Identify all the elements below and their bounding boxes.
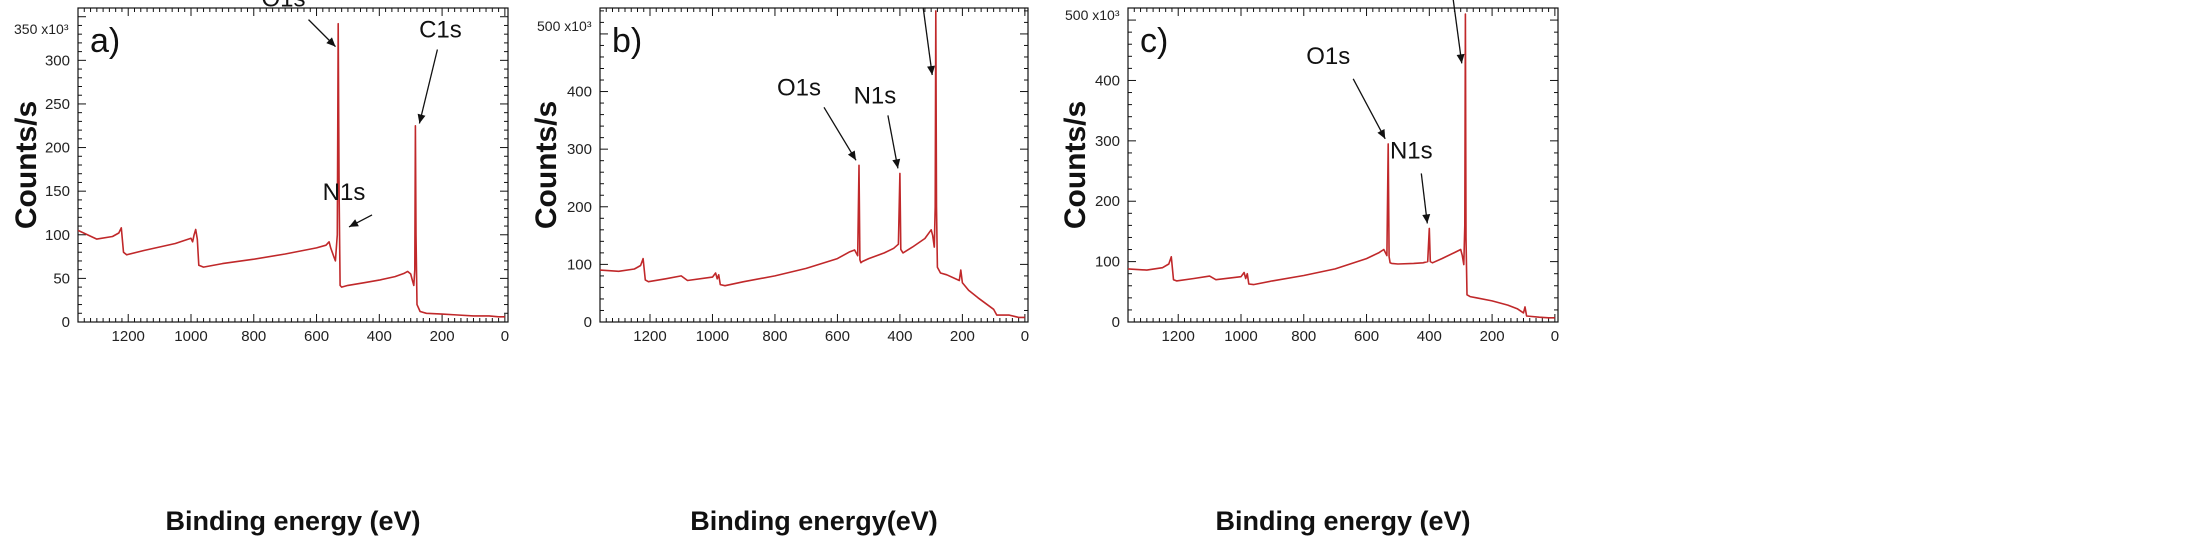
y-tick-label: 150 bbox=[45, 183, 70, 200]
y-tick-label: 200 bbox=[567, 199, 592, 216]
x-tick-label: 600 bbox=[304, 328, 329, 345]
peak-arrowhead bbox=[847, 150, 856, 161]
peak-arrowhead bbox=[892, 158, 901, 169]
y-tick-label: 0 bbox=[1112, 314, 1120, 331]
y-scale-label: 350 x10³ bbox=[14, 21, 69, 37]
y-tick-label: 200 bbox=[45, 140, 70, 157]
peak-label-o1s: O1s bbox=[262, 0, 306, 13]
x-axis-title: Binding energy (eV) bbox=[1215, 506, 1470, 536]
plot-frame bbox=[77, 7, 509, 323]
plot-frame bbox=[599, 7, 1029, 323]
x-tick-label: 1200 bbox=[112, 328, 145, 345]
x-tick-label: 600 bbox=[825, 328, 850, 345]
peak-label-n1s: N1s bbox=[854, 82, 897, 109]
peak-label-n1s: N1s bbox=[323, 179, 366, 206]
peak-label-c1s: C1s bbox=[419, 16, 462, 43]
y-tick-label: 300 bbox=[567, 141, 592, 158]
spectrum-line bbox=[1128, 13, 1555, 319]
x-tick-label: 0 bbox=[1551, 328, 1559, 345]
y-scale-label: 500 x10³ bbox=[537, 18, 592, 34]
x-tick-label: 800 bbox=[762, 328, 787, 345]
x-tick-label: 200 bbox=[950, 328, 975, 345]
x-tick-label: 1000 bbox=[1224, 328, 1257, 345]
y-tick-label: 100 bbox=[45, 227, 70, 244]
chart-panel-c: 1200 1000 800 600 400 200 0 0 100 200 300 400 500 x1… bbox=[1059, 0, 1559, 536]
y-tick-label: 100 bbox=[567, 256, 592, 273]
x-tick-label: 600 bbox=[1354, 328, 1379, 345]
x-tick-label: 1000 bbox=[696, 328, 729, 345]
y-axis-title: Counts/s bbox=[10, 101, 43, 229]
y-axis-title: Counts/s bbox=[530, 101, 563, 229]
peak-arrowhead bbox=[349, 219, 359, 227]
panel-label: b) bbox=[612, 22, 642, 60]
x-tick-label: 400 bbox=[1417, 328, 1442, 345]
peak-arrow bbox=[922, 7, 933, 76]
x-tick-label: 0 bbox=[1021, 328, 1029, 345]
peak-arrowhead bbox=[1377, 129, 1386, 139]
x-tick-label: 1200 bbox=[633, 328, 666, 345]
y-tick-label: 300 bbox=[45, 52, 70, 69]
peak-arrow bbox=[1452, 0, 1463, 64]
y-tick-label: 0 bbox=[584, 314, 592, 331]
peak-arrowhead bbox=[1422, 213, 1431, 224]
y-tick-label: 300 bbox=[1095, 133, 1120, 150]
peak-label-n1s: N1s bbox=[1390, 137, 1433, 164]
chart-panel-a: 1200 1000 800 600 400 200 0 0 50 100 150 200 250 300 3… bbox=[10, 0, 509, 536]
y-tick-label: 0 bbox=[62, 314, 70, 331]
x-tick-label: 400 bbox=[367, 328, 392, 345]
peak-arrow bbox=[823, 106, 857, 161]
x-tick-label: 1200 bbox=[1162, 328, 1195, 345]
spectrum-line bbox=[78, 22, 505, 318]
x-tick-label: 800 bbox=[1291, 328, 1316, 345]
y-scale-label: 500 x10³ bbox=[1065, 7, 1120, 23]
peak-label-o1s: O1s bbox=[777, 74, 821, 101]
peak-arrow bbox=[1352, 78, 1386, 140]
y-tick-label: 50 bbox=[53, 270, 70, 287]
peak-arrowhead bbox=[1456, 53, 1465, 64]
x-axis-title: Binding energy(eV) bbox=[690, 506, 938, 536]
peak-arrowhead bbox=[326, 37, 336, 47]
peak-arrow bbox=[418, 49, 439, 124]
x-axis-title: Binding energy (eV) bbox=[165, 506, 420, 536]
x-tick-label: 200 bbox=[1480, 328, 1505, 345]
y-tick-label: 200 bbox=[1095, 193, 1120, 210]
panel-label: c) bbox=[1140, 22, 1168, 60]
y-tick-label: 100 bbox=[1095, 254, 1120, 271]
panel-label: a) bbox=[90, 22, 120, 60]
y-tick-label: 400 bbox=[1095, 72, 1120, 89]
peak-label-c1s: C1s bbox=[879, 0, 922, 1]
x-tick-label: 400 bbox=[887, 328, 912, 345]
peak-arrowhead bbox=[927, 65, 935, 76]
x-tick-label: 1000 bbox=[174, 328, 207, 345]
peak-label-o1s: O1s bbox=[1306, 43, 1350, 70]
chart-panel-b: 1200 1000 800 600 400 200 0 0 100 200 300 400 500 x1… bbox=[530, 0, 1029, 536]
y-axis-title: Counts/s bbox=[1059, 101, 1092, 229]
peak-arrowhead bbox=[417, 113, 426, 124]
y-tick-label: 250 bbox=[45, 96, 70, 113]
spectrum-line bbox=[600, 10, 1025, 319]
x-tick-label: 200 bbox=[430, 328, 455, 345]
x-tick-label: 0 bbox=[501, 328, 509, 345]
x-tick-label: 800 bbox=[241, 328, 266, 345]
y-tick-label: 400 bbox=[567, 84, 592, 101]
